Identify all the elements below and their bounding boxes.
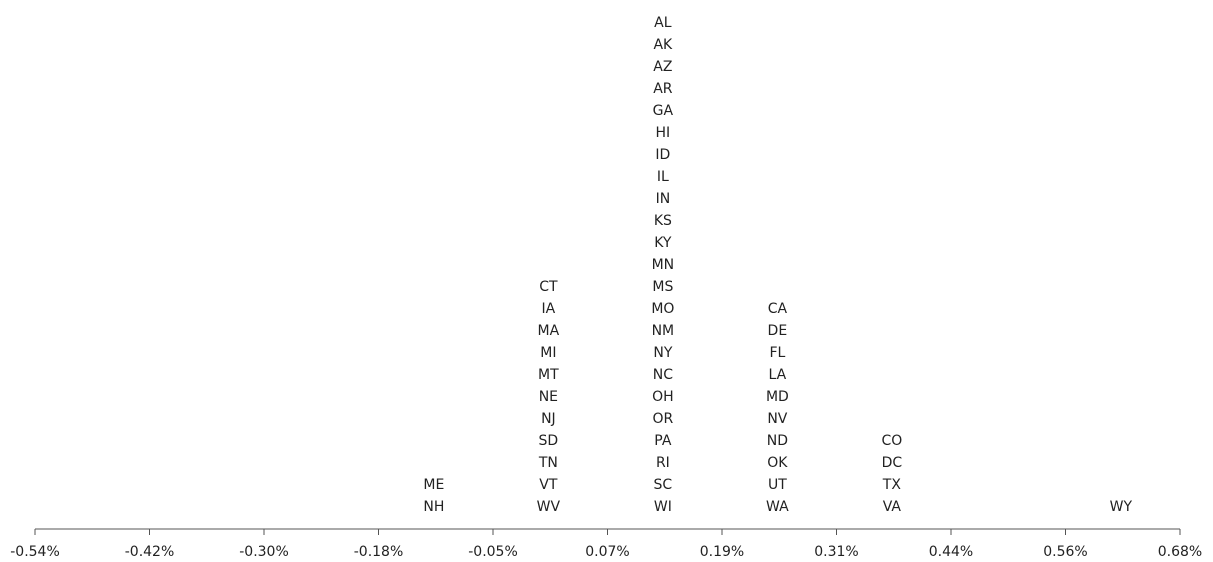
x-tick-label: -0.18% [354,544,404,560]
state-label: IL [657,169,669,185]
state-columns: ME NH CT IA MA MI MT NE NJ SD TN VT WV AL AK AZ AR GA HI ID… [423,15,1132,515]
state-label: PA [654,433,672,449]
x-tick-label: 0.07% [585,544,629,560]
state-label: AL [654,15,672,31]
state-label: TX [882,477,902,493]
state-label: WY [1110,499,1133,515]
x-tick-label: -0.42% [125,544,175,560]
state-column: CO DC TX VA [881,433,902,515]
state-label: MA [538,323,560,339]
x-tick-label: 0.44% [929,544,973,560]
state-label: FL [769,345,785,361]
state-label: OH [652,389,674,405]
state-label: SD [539,433,559,449]
state-label: MS [652,279,673,295]
x-tick-label: -0.05% [468,544,518,560]
state-label: CO [881,433,902,449]
state-label: NV [767,411,787,427]
state-label: AK [653,37,673,53]
state-column: WY [1110,499,1133,515]
state-label: ME [423,477,444,493]
state-label: CT [539,279,558,295]
state-label: DE [768,323,788,339]
state-label: NM [652,323,675,339]
x-tick-label: -0.54% [10,544,60,560]
state-label: MD [766,389,789,405]
state-label: ID [655,147,670,163]
state-label: WV [537,499,561,515]
state-label: WA [766,499,789,515]
state-label: NE [539,389,558,405]
x-tick-label: 0.56% [1043,544,1087,560]
x-axis-ticks: -0.54% -0.42% -0.30% -0.18% -0.05% 0.07% 0.19%… [10,529,1202,560]
state-label: TN [538,455,558,471]
state-label: IA [542,301,556,317]
state-label: AR [653,81,673,97]
state-label: MN [652,257,675,273]
state-label: KY [654,235,672,251]
state-column: ME NH [423,477,444,515]
state-label: IN [656,191,671,207]
x-tick-label: 0.68% [1158,544,1202,560]
state-label: AZ [653,59,672,75]
state-label: HI [656,125,671,141]
state-column: AL AK AZ AR GA HI ID IL IN KS KY MN MS MO NM NY NC OH OR PA… [651,15,674,515]
state-label: VT [539,477,558,493]
state-label: MO [651,301,674,317]
state-label: DC [882,455,903,471]
x-axis: -0.54% -0.42% -0.30% -0.18% -0.05% 0.07% 0.19%… [10,528,1202,560]
state-label: UT [768,477,787,493]
state-column: CA DE FL LA MD NV ND OK UT WA [766,301,789,515]
state-label: NH [423,499,444,515]
state-label: KS [654,213,672,229]
x-tick-label: 0.31% [814,544,858,560]
state-label: LA [769,367,787,383]
state-label: NC [653,367,673,383]
x-tick-label: -0.30% [239,544,289,560]
state-label: NJ [541,411,556,427]
state-label: NY [653,345,672,361]
state-label: GA [653,103,674,119]
state-label: OK [767,455,788,471]
state-label: VA [883,499,902,515]
state-label: MI [540,345,556,361]
x-tick-label: 0.19% [700,544,744,560]
state-label: MT [538,367,559,383]
state-label: ND [767,433,788,449]
state-column: CT IA MA MI MT NE NJ SD TN VT WV [537,279,561,515]
state-label: OR [652,411,673,427]
state-label: WI [654,499,672,515]
state-label: SC [654,477,673,493]
state-label: RI [656,455,670,471]
state-label: CA [768,301,788,317]
